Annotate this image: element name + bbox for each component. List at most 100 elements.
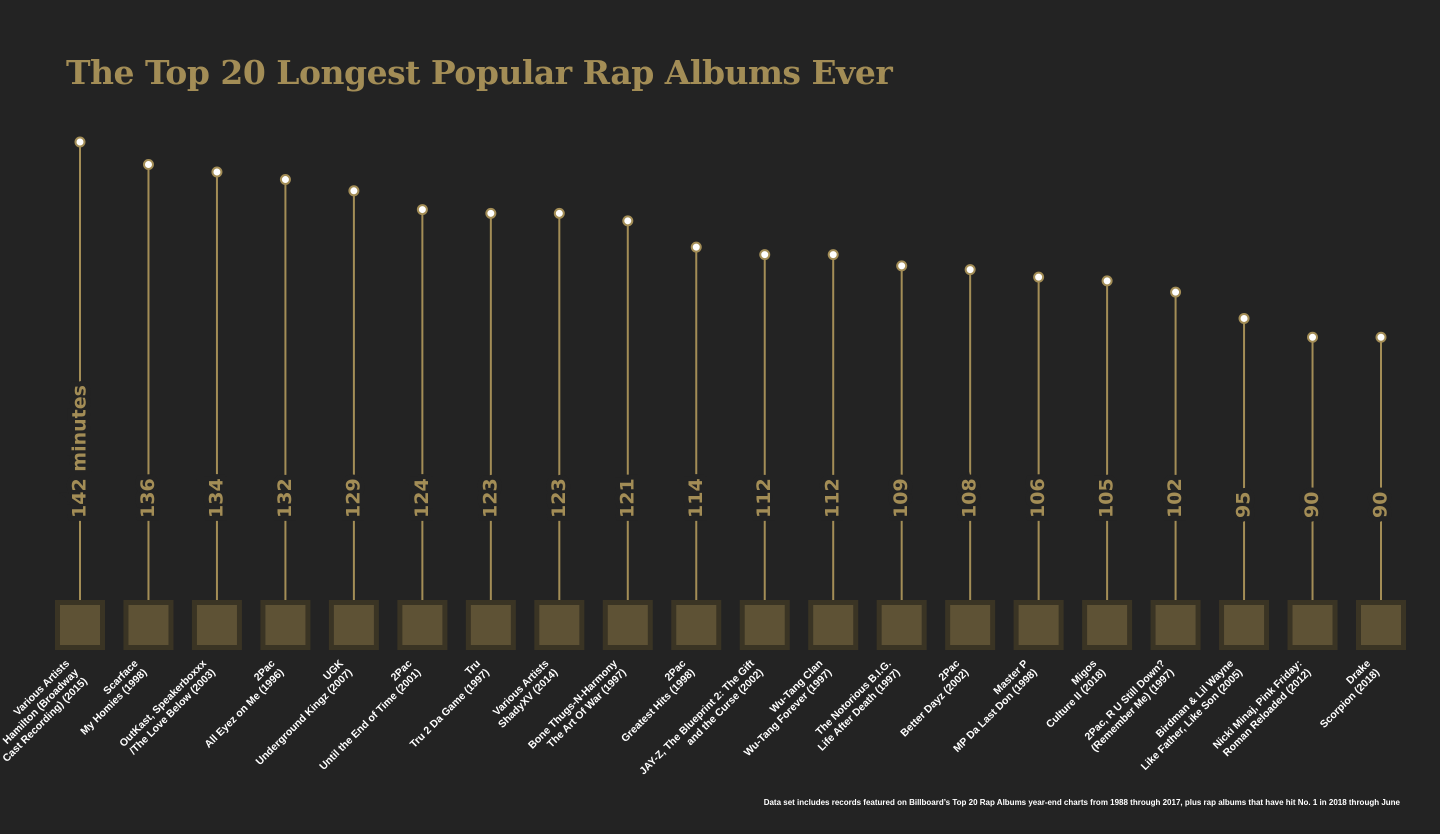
album-cover-frame [55,600,105,650]
album-cover-art [744,605,785,645]
value-label: 108 [959,478,981,518]
album-cover [1287,600,1338,650]
album-cover [397,600,448,650]
album-cover-art [676,605,717,645]
album-cover-art [402,605,443,645]
album-cover-art [128,605,169,645]
album-cover [1150,600,1201,650]
album-cover [602,600,653,650]
dot [142,159,154,171]
album-cover-art [539,605,580,645]
album-cover [739,600,790,650]
album-cover [534,600,585,650]
value-label: 102 [1164,478,1186,518]
chart-title: The Top 20 Longest Popular Rap Albums Ev… [66,53,893,92]
value-label: 124 [411,478,433,518]
album-cover [671,600,722,650]
album-cover-frame [123,600,174,650]
dot [1307,331,1319,343]
album-cover [123,600,174,650]
dot [1101,275,1113,287]
album-cover-frame [397,600,448,650]
dot [896,260,908,272]
album-cover [1082,600,1133,650]
value-label: 121 [616,478,638,518]
album-cover [465,600,516,650]
dot [827,249,839,261]
album-cover-frame [876,600,927,650]
value-label: 112 [753,478,775,518]
album-cover-frame [260,600,311,650]
album-cover-frame [534,600,585,650]
dot [1375,331,1387,343]
footnote: Data set includes records featured on Bi… [764,798,1401,807]
album-cover-art [1155,605,1196,645]
value-label: 106 [1027,478,1049,518]
album-cover-art [881,605,922,645]
value-label: 142 minutes [69,385,91,518]
dot [690,241,702,253]
dot [1238,312,1250,324]
album-cover [1219,600,1270,650]
album-cover-frame [1013,600,1064,650]
album-cover-frame [602,600,653,650]
album-cover [328,600,379,650]
album-cover-art [470,605,511,645]
album-cover-frame [465,600,516,650]
album-cover-art [1087,605,1128,645]
value-label: 112 [822,478,844,518]
album-cover [945,600,996,650]
album-cover-art [333,605,374,645]
value-label: 105 [1096,478,1118,518]
dot [964,264,976,276]
album-cover-frame [1150,600,1201,650]
album-cover-frame [1356,600,1406,650]
dot [485,207,497,219]
dot [74,136,86,148]
album-cover [808,600,859,650]
dot [1170,286,1182,298]
dot [1033,271,1045,283]
value-label: 123 [548,478,570,518]
dot [759,249,771,261]
value-label: 136 [137,478,159,518]
album-cover-frame [808,600,859,650]
album-cover-art [1018,605,1059,645]
album-cover [55,600,105,650]
album-cover-frame [191,600,242,650]
dot [416,204,428,216]
value-label: 95 [1233,492,1255,518]
album-cover-art [196,605,237,645]
value-label: 90 [1301,492,1323,518]
dot [279,174,291,186]
album-cover [1356,600,1406,650]
album-cover-frame [1287,600,1338,650]
dot [211,166,223,178]
album-cover [876,600,927,650]
value-label: 134 [205,478,227,518]
album-cover-art [60,605,100,645]
album-cover-frame [671,600,722,650]
value-label: 129 [342,478,364,518]
value-label: 123 [479,478,501,518]
album-cover-art [607,605,648,645]
album-cover-art [265,605,306,645]
album-cover-frame [1082,600,1133,650]
value-label: 132 [274,478,296,518]
album-cover-frame [1219,600,1270,650]
album-cover-art [1224,605,1265,645]
album-cover [191,600,242,650]
value-label: 90 [1370,492,1392,518]
dot [348,185,360,197]
album-cover [1013,600,1064,650]
dot [553,207,565,219]
album-cover-art [1292,605,1333,645]
album-cover-frame [945,600,996,650]
album-cover-art [1361,605,1401,645]
album-cover-frame [328,600,379,650]
album-cover-art [950,605,991,645]
value-label: 109 [890,478,912,518]
